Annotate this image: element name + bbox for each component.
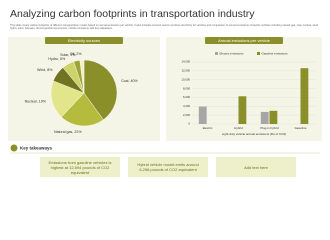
subtitle: This slide covers carbon footprints of d… [10,24,319,31]
y-tick-label: 2,000 [183,113,190,117]
x-tick-label: Electric [203,126,213,130]
takeaway-icon [10,144,18,152]
panel-header [205,37,283,44]
legend-swatch [257,52,260,55]
legend-swatch [215,52,218,55]
legend-label: Electric emissions [220,51,245,55]
y-tick-label: 8,000 [183,86,190,90]
x-tick-label: Gasoline [295,126,307,130]
bar [269,110,278,124]
y-tick-label: 14,000 [181,60,190,64]
takeaway-box: Hybrid vehicle model emits around 6,258 … [128,157,208,177]
x-tick-label: Plug-in hybrid [260,126,279,130]
takeaway-box: Add text here [216,157,296,177]
slide-title: Analyzing carbon footprints in transport… [10,8,255,20]
pie-slice [79,59,85,94]
pie-label: Nuclear, 19% [25,99,47,103]
bar [300,68,309,124]
pie-label: Hydro, 6% [48,57,66,61]
pie-label: Wind, 8% [37,68,53,72]
pie-slice [61,92,104,127]
bar [198,106,207,124]
y-tick-label: 6,000 [183,95,190,99]
y-tick-label: 4,000 [183,104,190,108]
x-tick-label: Hybrid [234,126,243,130]
y-tick-label: 10,000 [181,77,190,81]
y-tick-label: 12,000 [181,69,190,73]
takeaways-heading: Key takeaways [20,145,53,150]
pie-label: Coal, 40% [121,79,138,83]
x-axis-label: Light-duty vehicle annual emissions (lbs… [222,132,286,136]
canvas: Analyzing carbon footprints in transport… [8,8,322,154]
pie-label: Oil, 2% [70,52,82,56]
panel-header [45,37,123,44]
pie-slice [83,59,118,120]
slide: Analyzing carbon footprints in transport… [8,7,322,177]
bar-title: Annual emissions per vehicle [218,38,271,43]
pie-title: Electricity sources [68,38,100,43]
y-tick-label: 0 [188,122,190,126]
bar [238,96,247,124]
takeaway-box: Emissions from gasoline vehicles is high… [40,157,120,177]
bar [260,111,269,124]
pie-label: Solar, 3% [60,53,76,57]
pie-label: Natural gas, 22% [54,130,82,134]
legend-label: Gasoline emissions [262,51,289,55]
